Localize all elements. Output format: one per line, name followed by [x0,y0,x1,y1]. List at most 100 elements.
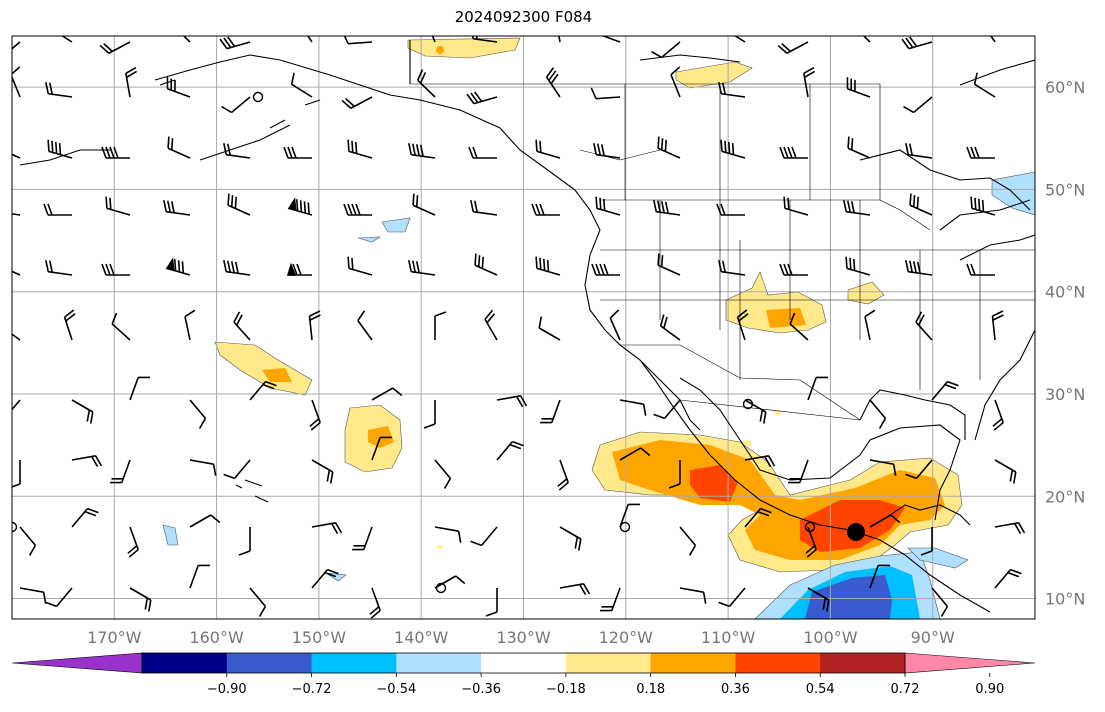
wind-barb-icon [45,260,73,276]
wind-barb-icon [172,36,191,43]
filled-circle-icon [846,523,865,542]
wind-barb-icon [992,399,1004,431]
colorbar-outline [141,652,906,674]
colorbar-tick-label: 0.36 [721,682,750,697]
wind-barb-icon [357,310,373,341]
lat-tick-label: 50°N [1045,180,1085,199]
wind-barb-icon [905,143,933,159]
graticule [12,36,1035,619]
wind-barb-icon [736,309,749,341]
lat-tick-label: 10°N [1045,590,1085,609]
wind-barb-icon [668,460,681,489]
wind-barb-icon [619,447,651,461]
wind-barb-icon [679,587,707,604]
wind-barb-icon [12,41,21,59]
wind-barb-icon [869,564,890,589]
wind-barb-icon [593,143,621,159]
wind-barb-icon [371,387,403,401]
wind-barb-icon [434,311,447,340]
wind-barb-icon [973,72,996,98]
lon-tick-label: 90°W [911,628,955,647]
wind-barb-icon [905,260,933,276]
wind-barb-icon [718,260,746,276]
wind-barb-icon [484,309,498,341]
wind-barb-icon [474,253,498,276]
wind-barb-icon [127,526,139,558]
wind-barb-icon [468,146,497,159]
wind-barb-icon [219,36,251,50]
wind-barb-icon [744,455,776,468]
wind-barb-icon [283,146,312,159]
wind-barb-icon [970,196,996,216]
lat-tick-label: 60°N [1045,78,1085,97]
wind-barb-icon [903,96,933,114]
wind-barb-icon [434,575,466,589]
wind-barb-icon [352,526,373,551]
wind-barb-icon [540,399,561,424]
wind-barb-icon [779,263,808,276]
wind-barb-icon [651,41,681,59]
wind-barb-icon [470,200,498,216]
lat-tick-label: 30°N [1045,385,1085,404]
wind-barb-icon [434,526,462,543]
wind-barb-icon [496,440,524,461]
colorbar-tick-label: 0.54 [806,682,835,697]
wind-barb-icon [111,312,131,341]
wind-barb-icon [597,36,621,43]
wind-barb-icon [496,395,528,408]
wind-barb-icon [653,200,681,216]
wind-barb-icon [425,36,436,43]
latitude-labels: 60°N 50°N 40°N 30°N 20°N 10°N [1045,78,1085,608]
wind-barb-icon [311,459,334,484]
wind-barb-icon [308,310,321,341]
wind-barb-icon [619,503,640,528]
wind-barb-icon [309,399,321,431]
lon-tick-label: 160°W [189,628,244,647]
wind-barb-icon [788,459,809,484]
wind-barb-icon [803,66,816,98]
wind-barb-icon [101,146,130,159]
colorbar-segment [396,653,482,673]
wind-barb-icon [189,459,217,476]
wind-barb-icon [931,587,949,617]
wind-barb-icon [843,200,871,216]
wind-barb-icon [657,136,681,159]
wind-barb-icon [535,256,561,276]
wind-barb-icon [43,203,72,216]
wind-barb-icon [51,36,73,43]
wind-barb-icon [466,91,498,105]
wind-barb-icon [545,67,561,98]
wind-barb-icon [994,459,1017,484]
wind-barb-icon [966,263,995,276]
wind-barb-icon [105,196,131,216]
wind-barb-icon [238,527,251,556]
wind-barb-icon [342,36,373,45]
colorbar-segment [735,653,821,673]
lon-tick-label: 140°W [394,628,449,647]
wind-barb-icon [538,316,561,341]
wind-barb-icon [165,257,191,276]
lon-tick-label: 130°W [496,628,551,647]
wind-barb-icon [807,587,830,612]
colorbar-tick-label: 0.72 [891,682,920,697]
wind-barb-icon [869,459,897,476]
wind-barb-icon [45,82,73,98]
wind-barb-icon [12,147,21,159]
colorbar [11,652,1036,674]
wind-barb-icon [779,146,808,159]
wind-barb-icon [417,69,436,98]
wind-barb-icon [408,260,436,276]
wind-barb-icon [846,77,871,98]
wind-barb-icon [45,587,73,608]
lon-tick-label: 120°W [599,628,654,647]
colorbar-tick-label: −0.54 [376,682,416,697]
lon-tick-label: 110°W [701,628,756,647]
wind-barb-icon [223,143,251,159]
wind-barb-icon [535,139,561,159]
colorbar-tick-label: −0.18 [546,682,586,697]
wind-barb-icon [71,399,94,424]
wind-barb-icon [657,253,681,276]
colorbar-tick-label: −0.90 [207,682,247,697]
political-borders [410,83,1035,421]
wind-barb-icon [485,588,498,617]
